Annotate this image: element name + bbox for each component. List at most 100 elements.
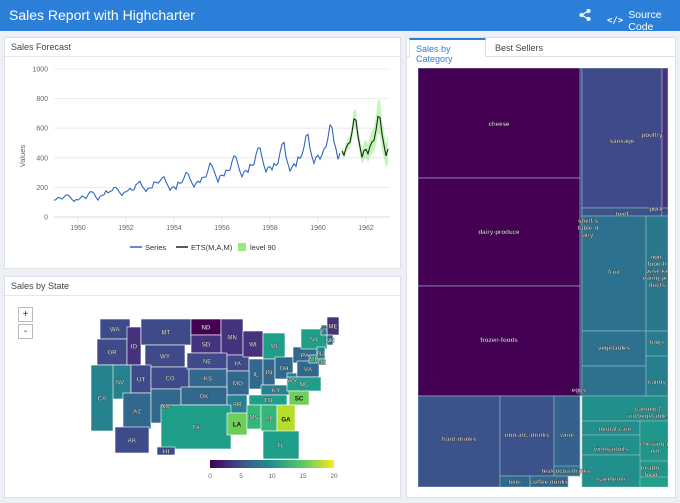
label-eggs: eggs [572,387,587,394]
state-label: GA [281,417,291,424]
state-label: IN [266,370,273,377]
legend-tick-label: 20 [330,473,338,480]
treemap-cell-wine[interactable] [553,395,581,477]
state-label: MS [249,415,258,422]
color-legend-bar [210,460,334,468]
state-nh[interactable] [326,334,334,346]
state-label: WI [249,342,257,349]
series-line-ets[interactable] [341,115,389,158]
label-vegetables: vegetables [598,345,631,352]
zoom-in-button[interactable]: + [18,307,33,322]
label-sausage: sausage [610,138,635,145]
state-label: SD [202,342,211,349]
y-tick-label: 600 [36,126,48,133]
state-label: KS [204,376,213,383]
state-ca[interactable] [90,364,114,432]
state-tx[interactable] [160,404,232,450]
state-label: VA [304,367,313,374]
state-ak[interactable] [114,426,150,454]
treemap-cell-sausage[interactable] [581,68,663,209]
us-state-map: WA OR ID MT ND MN SD WY NV UT CO NE IA WI MI IL IN OH PA NY… [90,316,340,480]
state-fl[interactable] [262,430,300,460]
sales-forecast-title: Sales Forecast [5,38,400,57]
series-band-level-90 [342,99,388,168]
state-label: MO [233,381,243,388]
category-card: Sales by Category Best Sellers [406,37,676,498]
state-label: AR [233,402,242,409]
state-label: TN [264,398,273,405]
state-label: ME [328,324,337,331]
state-label: TX [192,425,201,432]
x-tick-label: 1950 [70,225,86,232]
treemap-cell-sweetener[interactable] [581,454,641,487]
forecast-chart: 0 200 400 600 800 1000 1950 1952 1954 1956 1958 196… [18,67,390,252]
state-az[interactable] [122,392,152,430]
treemap-cell-canned[interactable] [581,395,668,422]
state-label: OR [107,350,117,357]
state-label: NY [310,337,319,344]
treemap-cell-tea-cocoa[interactable] [553,465,581,477]
treemap-cell-coffee-drinks[interactable] [529,475,569,487]
label-vinegar: vinegar/oils [594,446,629,453]
state-label: NC [300,382,309,389]
label-health-food: health-food [641,465,661,479]
legend-tick-label: 15 [299,473,307,480]
treemap-cell-frozen-foods[interactable] [418,285,581,397]
share-icon[interactable] [578,8,592,22]
label-wine: wine [559,432,574,439]
legend-series[interactable]: Series [145,243,167,252]
y-axis-label: Values [18,145,27,168]
state-label: CO [165,376,174,383]
state-de[interactable] [318,358,326,366]
legend-ets[interactable]: ETS(M,A,M) [191,243,233,252]
label-hard-drinks: hard-drinks [442,436,477,443]
label-sweetener: sweetener [596,476,627,483]
state-label: NV [116,380,125,387]
treemap-cell-dairy-produce[interactable] [418,177,581,287]
treemap-cell-eggs[interactable] [581,365,647,397]
state-label: HI [163,449,169,456]
label-frozen-foods: frozen-foods [480,337,518,344]
state-label: OK [199,394,209,401]
treemap-cell-cheese[interactable] [418,68,581,179]
treemap-cell-non-alc-drinks[interactable] [499,395,555,477]
tab-best-sellers[interactable]: Best Sellers [495,43,544,53]
zoom-out-button[interactable]: - [18,324,33,339]
state-label: LA [233,422,242,429]
x-tick-label: 1960 [310,225,326,232]
label-canned: canned-f ruit/vegetables [626,406,668,420]
state-label: CA [98,396,107,403]
treemap-cell-candy[interactable] [645,355,668,397]
tab-sales-by-category[interactable]: Sales by Category [409,38,486,64]
x-tick-label: 1958 [262,225,278,232]
state-sc[interactable] [288,390,310,406]
legend-level-90[interactable]: level 90 [250,243,276,252]
label-cheese: cheese [489,121,511,128]
x-tick-label: 1954 [166,225,182,232]
treemap-cell-poultry[interactable] [661,68,668,209]
label-dairy-produce: dairy-produce [478,229,520,236]
source-code-link[interactable]: </> Source Code [607,9,680,33]
state-label: MD [309,357,319,364]
treemap-cell-hard-drinks[interactable] [418,395,501,487]
state-label: WY [160,354,171,361]
series-line-series[interactable] [53,123,341,203]
state-label: UT [137,377,145,384]
state-label: PA [301,353,310,360]
treemap-cell-pork[interactable] [661,207,668,217]
state-label: DE [318,360,327,367]
treemap-cell-fruit[interactable] [581,215,647,332]
x-tick-label: 1952 [118,225,134,232]
state-label: NM [161,404,171,411]
legend-tick-label: 0 [208,473,212,480]
state-hi[interactable] [156,446,176,456]
label-pork: pork [649,206,663,213]
state-mt[interactable] [140,318,192,346]
state-label: NJ [317,351,325,358]
state-vt[interactable] [320,324,328,336]
top-bar: Sales Report with Highcharter </> Source… [0,0,680,33]
page-title: Sales Report with Highcharter [9,7,195,23]
treemap-cell-chewing-gum[interactable] [639,420,668,462]
label-non-alc: non-alc.-drinks [505,432,550,439]
state-label: FL [277,443,285,450]
